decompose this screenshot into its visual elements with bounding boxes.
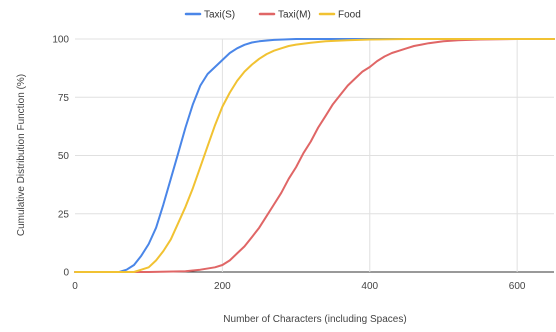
- series-line-taxi-m: [74, 38, 555, 273]
- x-tick-label-600: 600: [509, 281, 526, 292]
- y-tick-label-25: 25: [58, 209, 70, 220]
- x-tick-label-0: 0: [72, 281, 78, 292]
- y-axis-title: Cumulative Distribution Function (%): [16, 74, 27, 236]
- legend-label-taxi-s: Taxi(S): [204, 10, 235, 21]
- y-tick-label-75: 75: [58, 93, 70, 104]
- y-tick-label-100: 100: [52, 35, 69, 46]
- legend-item-taxi-m: Taxi(M): [258, 10, 311, 21]
- x-tick-label-400: 400: [361, 281, 378, 292]
- legend-item-food: Food: [318, 10, 361, 21]
- legend-label-food: Food: [338, 10, 361, 21]
- legend: Taxi(S) Taxi(M) Food: [184, 10, 361, 21]
- series-line-taxi-s: [74, 38, 555, 273]
- y-tick-label-50: 50: [58, 151, 70, 162]
- gridlines: [75, 38, 554, 273]
- y-tick-label-0: 0: [63, 268, 69, 279]
- legend-label-taxi-m: Taxi(M): [278, 10, 311, 21]
- tick-labels: 0 200 400 600 0 25 50 75 100: [52, 35, 526, 293]
- x-axis-title: Number of Characters (including Spaces): [223, 314, 406, 325]
- x-tick-label-200: 200: [214, 281, 231, 292]
- legend-item-taxi-s: Taxi(S): [184, 10, 235, 21]
- series-lines: [74, 38, 555, 273]
- series-line-food: [74, 38, 555, 273]
